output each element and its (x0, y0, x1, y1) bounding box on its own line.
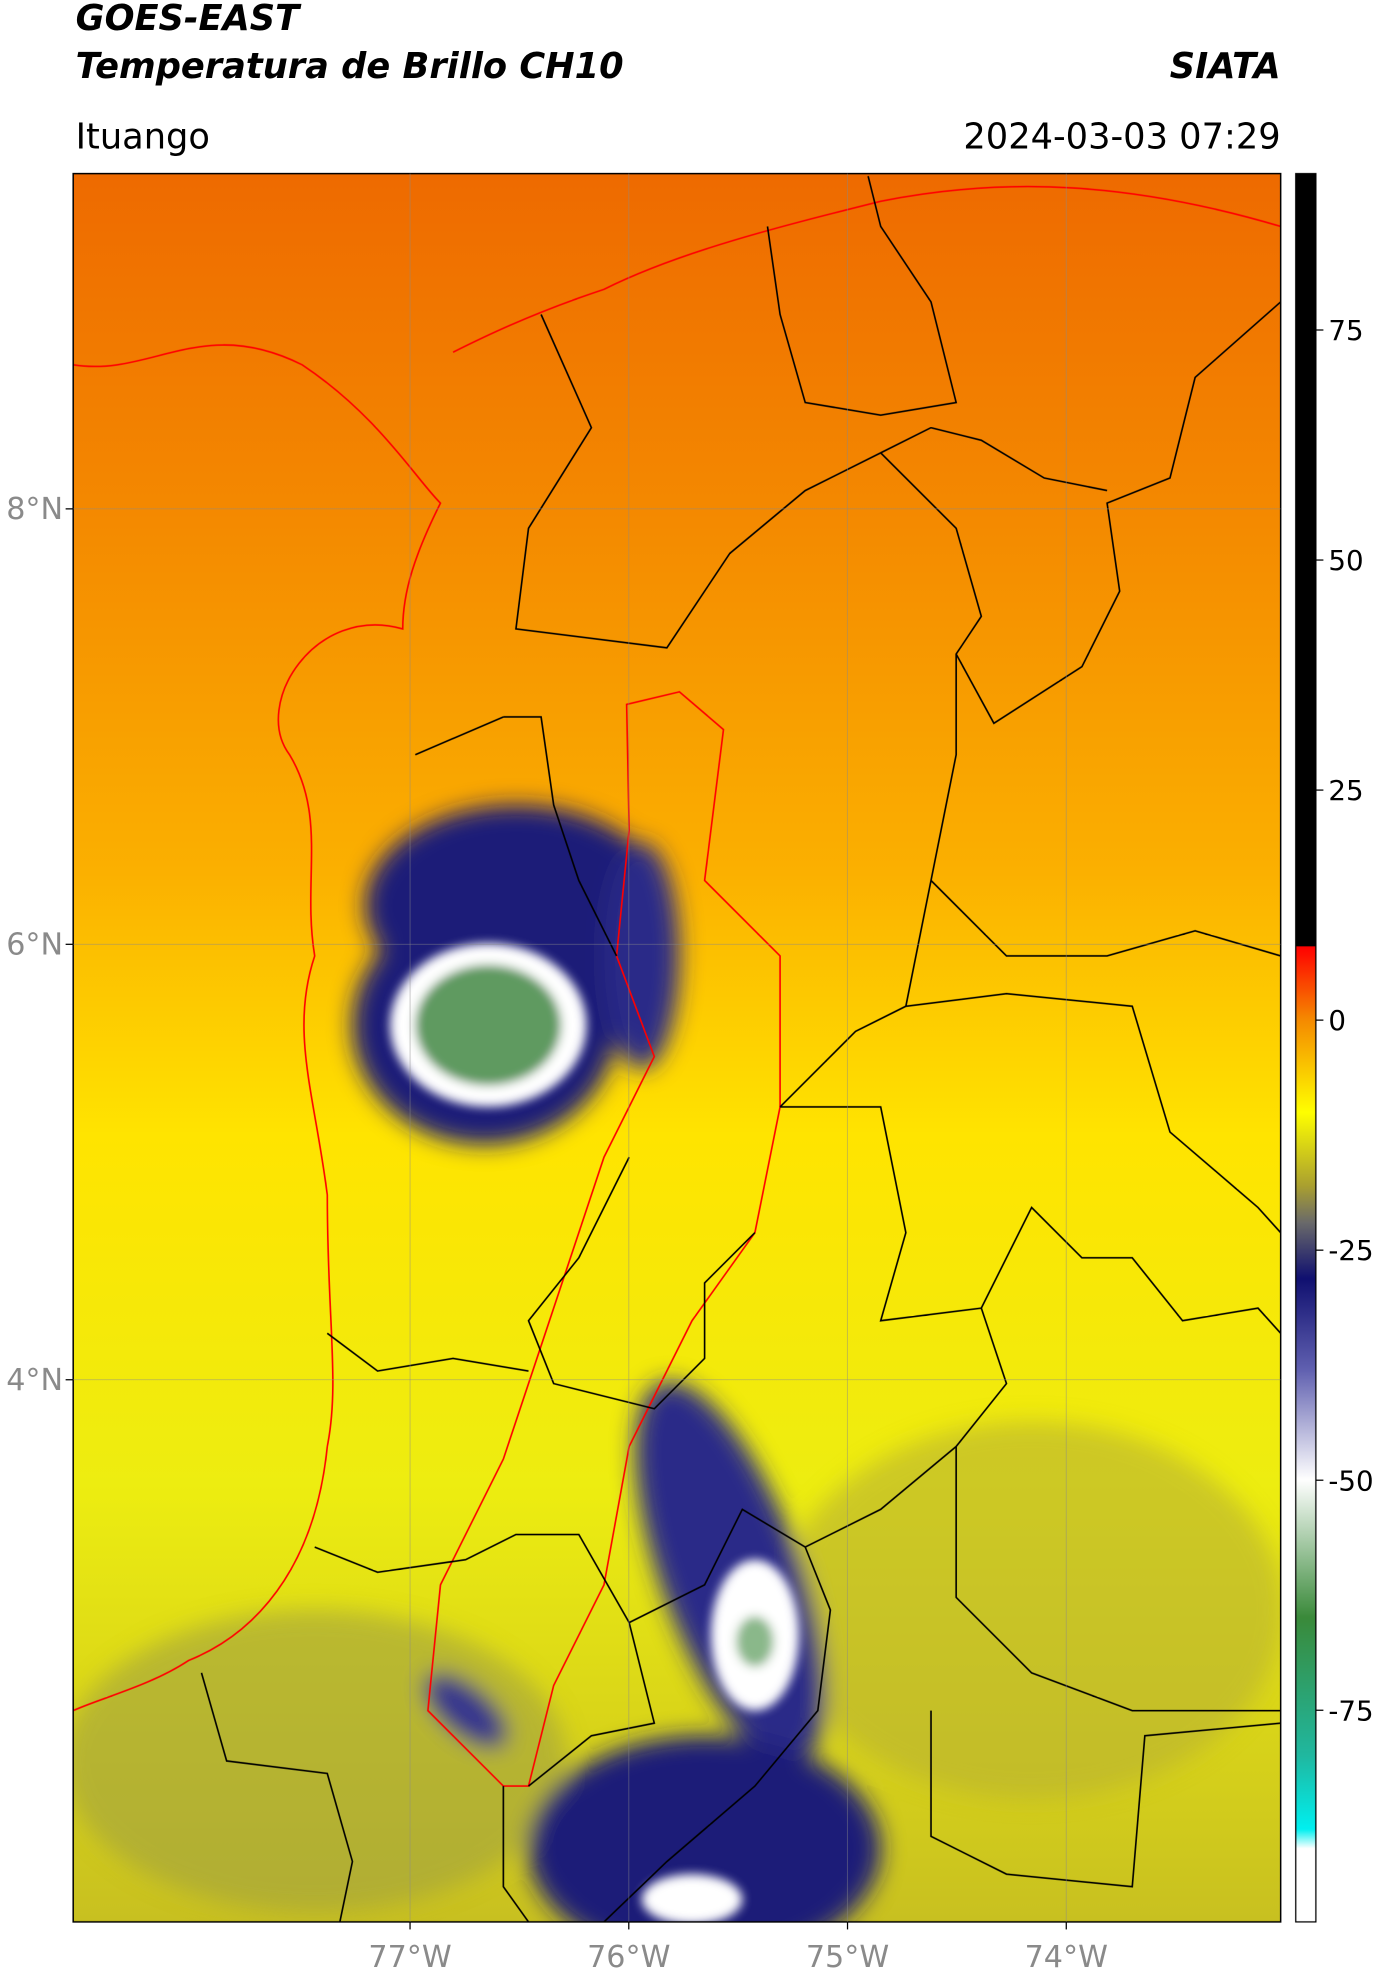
title: GOES-EAST (76, 0, 302, 39)
x-tick-label: 77°W (368, 1940, 451, 1975)
colorbar-tick-label: -75 (1328, 1694, 1373, 1727)
colorbar-tick-label: 25 (1328, 774, 1363, 807)
colorbar-tick-label: 50 (1328, 544, 1363, 577)
x-tick-label: 76°W (587, 1940, 670, 1975)
x-tick-label: 75°W (806, 1940, 889, 1975)
map-frame (72, 172, 1282, 1923)
colorbar-tick-label: 0 (1328, 1004, 1346, 1037)
y-tick-label: 8°N (6, 492, 63, 527)
colorbar (1295, 172, 1317, 1923)
datetime: 2024-03-03 07:29 (963, 116, 1280, 157)
source: SIATA (1170, 46, 1281, 87)
colorbar-tick-label: 75 (1328, 314, 1363, 347)
colorbar-tick-label: -25 (1328, 1234, 1373, 1267)
y-tick-label: 6°N (6, 927, 63, 962)
location: Ituango (76, 116, 210, 157)
colorbar-tick-label: -50 (1328, 1464, 1373, 1497)
cloud-cores (390, 943, 799, 1922)
subtitle: Temperatura de Brillo CH10 (76, 46, 624, 87)
black-borders (200, 175, 1281, 1922)
y-tick-label: 4°N (6, 1363, 63, 1398)
map-image (73, 173, 1281, 1922)
x-tick-label: 74°W (1025, 1940, 1108, 1975)
